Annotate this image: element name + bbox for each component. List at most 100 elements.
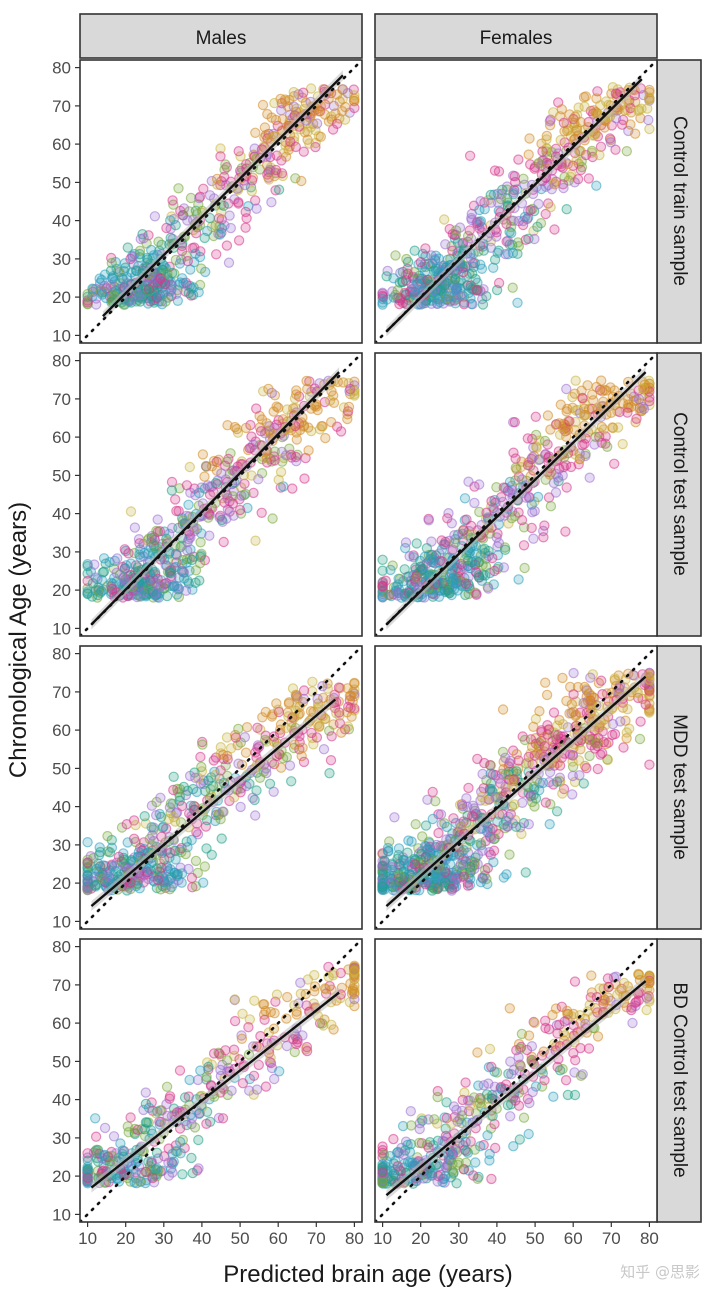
scatter-point [476,791,488,803]
scatter-point [597,689,608,700]
panel-r1-c0 [79,352,363,637]
scatter-point [181,480,193,491]
scatter-point [195,751,206,763]
scatter-point [568,689,579,700]
scatter-point [558,182,569,194]
scatter-point [153,291,164,303]
scatter-point [246,185,257,197]
panel-r2-c0 [79,645,363,930]
scatter-point [215,143,226,154]
scatter-point [152,514,163,525]
scatter-point [314,720,325,732]
y-tick-label: 80 [52,352,71,371]
scatter-point [179,1092,191,1103]
scatter-point [509,799,520,810]
scatter-point [311,732,323,743]
scatter-point [322,683,333,694]
y-tick-label: 70 [52,976,71,995]
scatter-point [251,1084,263,1095]
strip-row-0-bg [656,59,702,344]
scatter-point [158,821,169,832]
scatter-point [140,284,152,295]
y-tick-label: 20 [52,1167,71,1186]
x-tick-label: 50 [526,1229,545,1248]
scatter-point [152,1106,163,1117]
scatter-point [419,551,431,562]
scatter-point [201,1071,212,1083]
scatter-point [486,1173,497,1185]
scatter-point [444,572,455,583]
strip-row-2-bg [656,645,702,930]
identity-line [80,353,362,636]
scatter-point [240,422,252,434]
scatter-point [457,800,468,812]
scatter-point [233,145,244,157]
panels [79,59,658,1223]
scatter-point [161,1081,173,1093]
scatter-point [592,763,604,775]
scatter-point [249,995,260,1006]
scatter-point [193,1108,205,1120]
scatter-point [449,530,460,541]
scatter-point [469,1144,481,1155]
scatter-point [493,773,505,784]
scatter-point [560,526,571,537]
scatter-point [267,709,278,720]
scatter-point [500,752,511,764]
scatter-point [218,200,229,211]
scatter-point [554,772,566,783]
scatter-point [153,236,164,247]
scatter-point [540,1015,551,1027]
scatter-point [377,1166,388,1178]
x-axis-title: Predicted brain age (years) [223,1261,512,1288]
scatter-point [393,843,405,854]
scatter-point [89,559,100,570]
scatter-point [291,434,302,445]
scatter-point [447,245,458,256]
y-axis-title: Chronological Age (years) [5,502,32,778]
scatter-point [211,173,223,185]
scatter-point [622,407,633,418]
scatter-point [204,190,216,201]
scatter-point [251,203,262,214]
scatter-point [386,864,398,876]
scatter-point [217,749,229,761]
scatter-point [319,983,331,994]
scatter-point [618,742,629,753]
scatter-point [481,507,492,518]
scatter-point [143,1156,154,1167]
scatter-point [197,739,208,750]
scatter-point [90,1131,102,1142]
scatter-point [434,555,446,567]
scatter-point [583,404,595,415]
scatter-point [127,251,138,263]
scatter-point [414,1123,425,1135]
scatter-point [252,722,263,734]
scatter-point [463,782,474,794]
scatter-point [414,1137,425,1149]
scatter-point [515,1043,526,1055]
scatter-point [549,224,560,235]
scatter-point [575,1042,586,1054]
scatter-point [217,1113,229,1124]
scatter-point [545,424,556,435]
scatter-point [150,577,161,588]
scatter-point [278,148,289,159]
scatter-point [325,755,337,766]
scatter-point [183,533,194,545]
scatter-point [430,558,441,569]
scatter-point [223,257,235,268]
y-tick-label: 50 [52,466,71,485]
scatter-point [450,268,461,280]
scatter-point [507,247,519,259]
scatter-point [459,493,471,504]
scatter-point [466,810,478,822]
scatter-point [558,117,570,129]
scatter-point [138,233,149,244]
scatter-point [289,739,300,750]
scatter-point [562,158,574,170]
scatter-point [539,741,550,752]
scatter-point [256,507,267,518]
scatter-point [93,858,104,869]
scatter-point [481,826,493,838]
